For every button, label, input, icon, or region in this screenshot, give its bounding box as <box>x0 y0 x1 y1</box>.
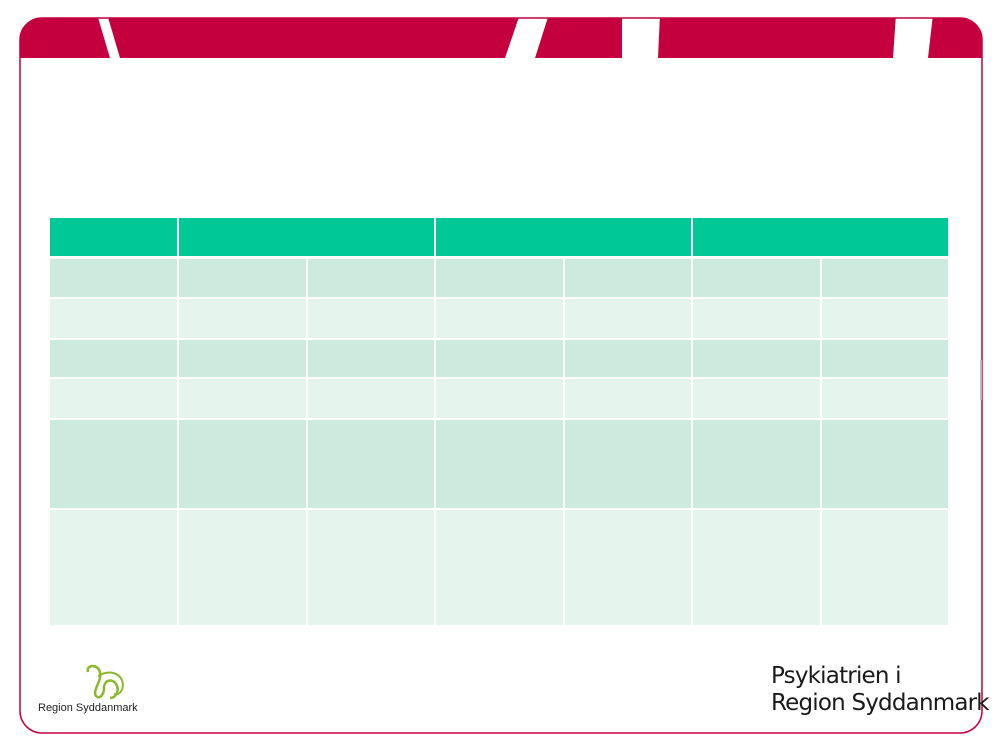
table-row <box>50 299 948 338</box>
region-logo: Region Syddanmark <box>38 664 138 714</box>
table-row <box>50 379 948 418</box>
table-row <box>50 340 948 377</box>
header-dividers <box>177 218 693 256</box>
brand-line: Psykiatrien i <box>771 663 901 689</box>
brand-line: Region Syddanmark <box>771 690 990 716</box>
logo-mark <box>86 664 119 700</box>
column-dividers <box>177 258 822 625</box>
band-piece <box>928 18 982 58</box>
band-piece <box>535 18 622 58</box>
band-piece <box>20 18 110 58</box>
table <box>50 218 948 625</box>
logo-text: Region Syddanmark <box>38 702 138 714</box>
top-band <box>20 18 982 58</box>
table-row <box>50 510 948 625</box>
table-header <box>50 218 948 256</box>
table-row <box>50 420 948 508</box>
band-piece <box>658 18 896 58</box>
table-row <box>50 259 948 297</box>
logo-mark <box>97 671 124 696</box>
band-piece <box>107 18 520 58</box>
